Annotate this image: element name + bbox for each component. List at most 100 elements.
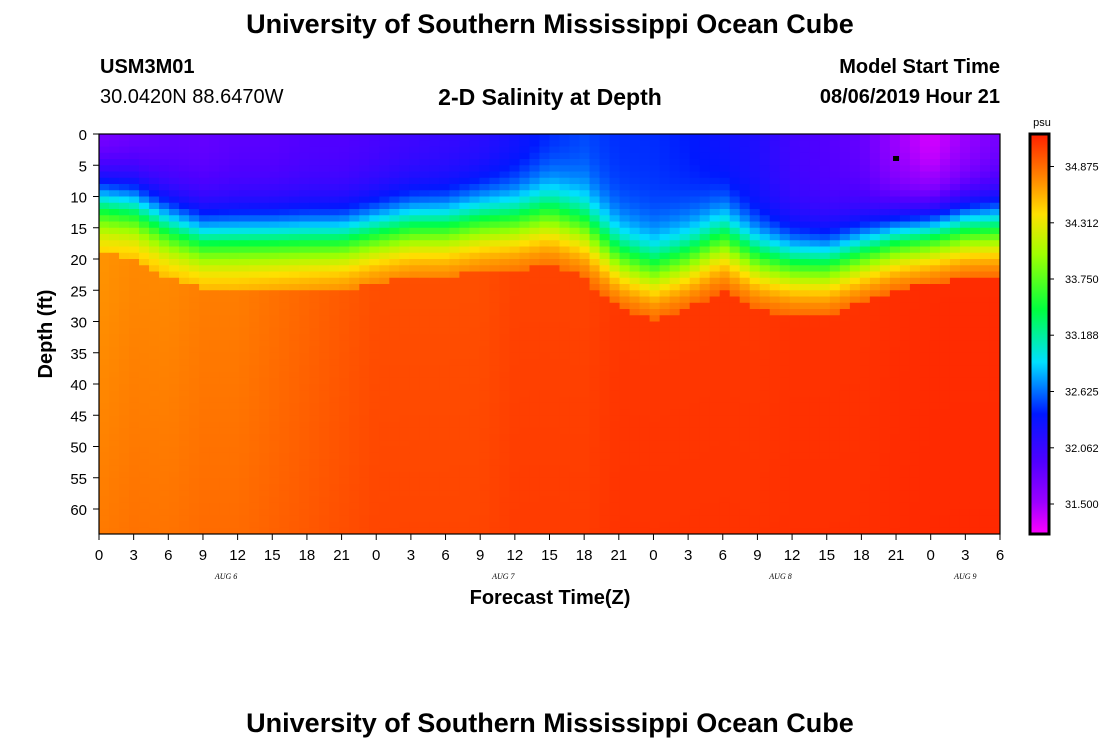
- heatmap-cell: [379, 159, 390, 166]
- heatmap-cell: [629, 290, 641, 298]
- heatmap-cell: [189, 377, 200, 385]
- heatmap-cell: [209, 409, 220, 416]
- heatmap-cell: [679, 346, 691, 354]
- heatmap-cell: [319, 465, 330, 473]
- heatmap-cell: [799, 284, 811, 291]
- heatmap-cell: [799, 502, 811, 510]
- heatmap-cell: [149, 190, 160, 198]
- heatmap-cell: [349, 390, 360, 398]
- heatmap-cell: [589, 227, 601, 235]
- heatmap-cell: [519, 446, 531, 454]
- heatmap-cell: [779, 252, 791, 260]
- heatmap-cell: [169, 471, 180, 479]
- heatmap-cell: [269, 152, 280, 160]
- heatmap-cell: [349, 165, 360, 173]
- heatmap-cell: [239, 527, 250, 534]
- heatmap-cell: [759, 165, 771, 173]
- heatmap-cell: [349, 484, 360, 491]
- heatmap-cell: [199, 177, 210, 185]
- heatmap-cell: [619, 184, 631, 191]
- heatmap-cell: [509, 227, 521, 235]
- heatmap-cell: [799, 390, 811, 398]
- heatmap-cell: [829, 321, 841, 329]
- heatmap-cell: [869, 421, 881, 429]
- heatmap-cell: [709, 421, 721, 429]
- heatmap-cell: [289, 184, 300, 191]
- heatmap-cell: [789, 490, 801, 498]
- heatmap-cell: [229, 459, 240, 466]
- heatmap-cell: [119, 146, 130, 154]
- heatmap-cell: [369, 259, 380, 266]
- heatmap-cell: [769, 177, 781, 185]
- heatmap-cell: [559, 484, 571, 491]
- heatmap-cell: [759, 346, 771, 354]
- heatmap-cell: [409, 309, 420, 316]
- heatmap-cell: [779, 284, 791, 291]
- heatmap-cell: [159, 521, 170, 529]
- heatmap-cell: [429, 302, 440, 310]
- heatmap-cell: [429, 446, 440, 454]
- heatmap-cell: [659, 484, 671, 491]
- heatmap-cell: [429, 177, 440, 185]
- heatmap-cell: [599, 484, 611, 491]
- heatmap-cell: [819, 227, 831, 235]
- heatmap-cell: [589, 215, 601, 223]
- heatmap-cell: [399, 196, 410, 204]
- heatmap-cell: [709, 484, 721, 491]
- heatmap-cell: [829, 240, 841, 248]
- heatmap-cell: [419, 159, 430, 166]
- heatmap-cell: [569, 196, 581, 204]
- heatmap-cell: [119, 427, 130, 435]
- heatmap-cell: [859, 415, 871, 423]
- heatmap-cell: [389, 371, 400, 379]
- heatmap-cell: [289, 515, 300, 523]
- heatmap-cell: [549, 284, 561, 291]
- heatmap-cell: [809, 459, 821, 466]
- heatmap-cell: [639, 327, 651, 335]
- heatmap-cell: [629, 346, 641, 354]
- heatmap-cell: [459, 371, 471, 379]
- heatmap-cell: [649, 371, 661, 379]
- heatmap-cell: [519, 402, 531, 410]
- heatmap-cell: [279, 471, 290, 479]
- heatmap-cell: [339, 440, 350, 448]
- heatmap-cell: [439, 190, 450, 198]
- heatmap-cell: [869, 234, 881, 241]
- heatmap-cell: [469, 190, 481, 198]
- heatmap-cell: [749, 265, 761, 273]
- heatmap-cell: [589, 152, 601, 160]
- heatmap-cell: [349, 271, 360, 279]
- heatmap-cell: [549, 502, 561, 510]
- heatmap-cell: [529, 227, 541, 235]
- heatmap-cell: [759, 452, 771, 460]
- heatmap-cell: [859, 446, 871, 454]
- heatmap-cell: [99, 152, 110, 160]
- heatmap-cell: [249, 490, 260, 498]
- heatmap-cell: [199, 427, 210, 435]
- heatmap-cell: [459, 527, 471, 534]
- heatmap-cell: [669, 496, 681, 504]
- heatmap-cell: [309, 271, 320, 279]
- heatmap-cell: [539, 334, 551, 341]
- heatmap-cell: [689, 452, 701, 460]
- heatmap-cell: [849, 327, 861, 335]
- heatmap-cell: [699, 484, 711, 491]
- heatmap-cell: [289, 171, 300, 179]
- heatmap-cell: [639, 377, 651, 385]
- heatmap-cell: [219, 446, 230, 454]
- heatmap-cell: [499, 471, 511, 479]
- heatmap-cell: [769, 315, 781, 323]
- heatmap-cell: [559, 165, 571, 173]
- heatmap-cell: [729, 327, 741, 335]
- heatmap-cell: [269, 327, 280, 335]
- heatmap-cell: [99, 296, 110, 304]
- heatmap-cell: [549, 434, 561, 441]
- heatmap-cell: [699, 284, 711, 291]
- heatmap-cell: [459, 446, 471, 454]
- heatmap-cell: [329, 459, 340, 466]
- heatmap-cell: [599, 509, 611, 516]
- heatmap-cell: [499, 421, 511, 429]
- heatmap-cell: [859, 440, 871, 448]
- heatmap-cell: [389, 402, 400, 410]
- heatmap-cell: [279, 140, 290, 148]
